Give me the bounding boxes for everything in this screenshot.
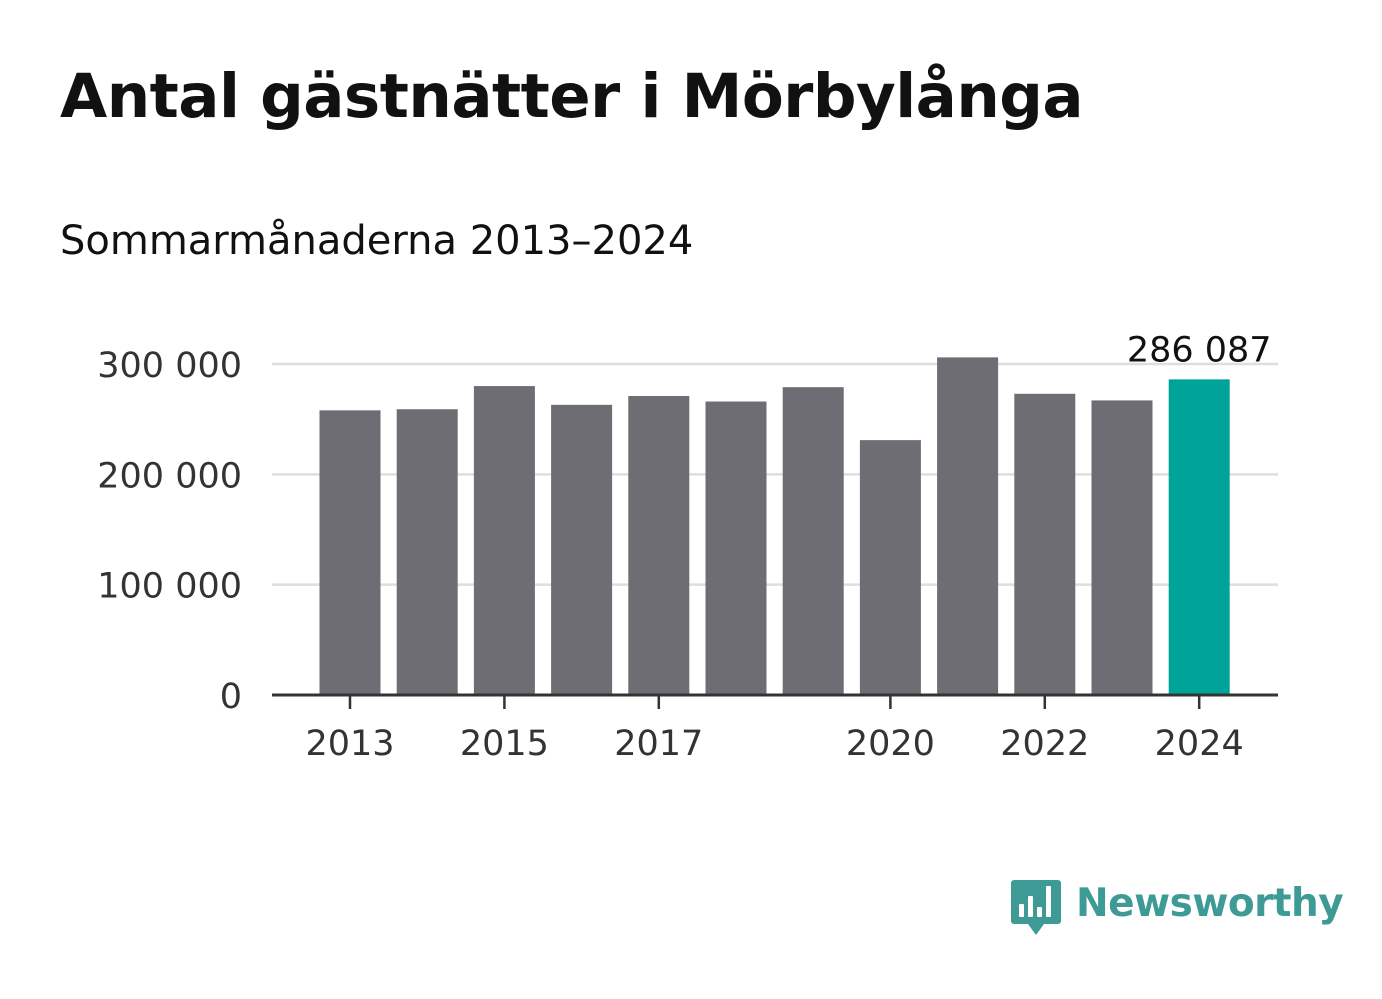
y-axis-labels: 0 100 000 200 000 300 000 (97, 346, 242, 717)
data-label-2024: 286 087 (1127, 330, 1272, 370)
bar-2014 (396, 409, 458, 695)
annotations: 286 087 (1127, 330, 1272, 370)
bar-2015 (473, 386, 535, 695)
bar-2022 (1014, 393, 1076, 695)
bar-2019 (782, 387, 844, 695)
bar-2016 (551, 404, 613, 695)
y-tick-label: 0 (220, 677, 242, 717)
x-tick-label: 2015 (460, 724, 549, 764)
brand-logo: Newsworthy (1010, 876, 1344, 940)
x-tick-label: 2022 (1000, 724, 1089, 764)
chart-title: Antal gästnätter i Mörbylånga (60, 61, 1084, 132)
bar-2018 (705, 401, 767, 695)
bar-chart-speech-bubble-icon (1011, 880, 1061, 935)
bars (319, 357, 1230, 695)
chart-subtitle: Sommarmånaderna 2013–2024 (60, 218, 694, 264)
bar-2017 (628, 395, 690, 695)
x-tick-label: 2020 (846, 724, 935, 764)
y-tick-label: 300 000 (97, 346, 242, 386)
brand-name: Newsworthy (1076, 880, 1344, 926)
y-tick-label: 200 000 (97, 456, 242, 496)
bar-2013 (319, 410, 381, 695)
x-tick-label: 2017 (614, 724, 703, 764)
bar-2020 (859, 440, 921, 695)
bar-2023 (1091, 400, 1153, 695)
y-tick-label: 100 000 (97, 567, 242, 607)
bar-2021 (937, 357, 999, 695)
x-tick-label: 2013 (305, 724, 394, 764)
x-axis: 2013 2015 2017 2020 2022 2024 (272, 693, 1278, 764)
x-tick-label: 2024 (1155, 724, 1244, 764)
bar-2024 (1168, 379, 1230, 695)
